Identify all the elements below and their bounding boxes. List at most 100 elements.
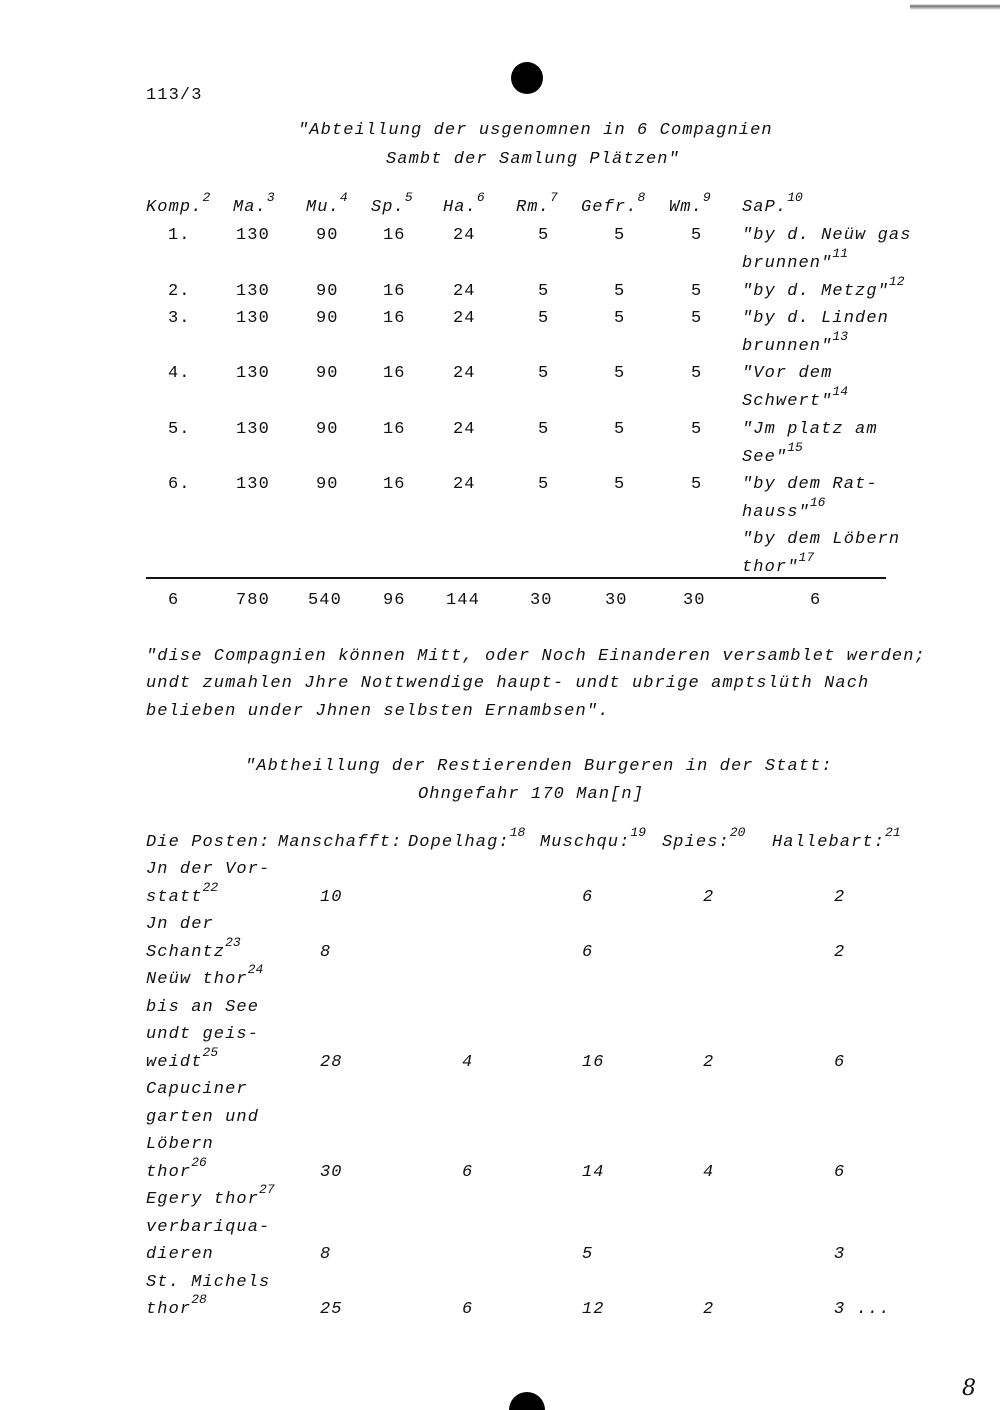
- table2-post-label: Jn der: [146, 913, 214, 937]
- table2-cell-text: 14: [582, 1162, 605, 1182]
- footnote-marker: 7: [549, 190, 558, 206]
- punch-hole-mark-bottom: [509, 1392, 545, 1410]
- table2-post-label: thor26: [146, 1156, 207, 1185]
- table1-cell: 16: [383, 418, 406, 442]
- table2-cell-text: 2: [703, 1300, 715, 1319]
- footnote-marker: 18: [509, 825, 526, 841]
- table1-place: "Jm platz am: [742, 418, 878, 442]
- table1-cell-text: 5: [538, 420, 550, 439]
- handwritten-page-number: 8: [962, 1376, 978, 1401]
- footnote-marker: 11: [832, 245, 849, 261]
- footnote-marker: 10: [787, 190, 803, 206]
- table1-cell: 5: [614, 473, 625, 497]
- table2-cell-text: 30: [320, 1162, 343, 1182]
- table1-cell: 5: [691, 473, 702, 497]
- table2-header-text: Manschafft:: [278, 833, 403, 852]
- table1-cell-text: 5: [614, 309, 626, 328]
- footnote-marker: 24: [247, 962, 264, 978]
- table1-place-text: "by d. Metzg": [742, 282, 889, 301]
- table2-post-label: statt22: [146, 881, 218, 910]
- table1-cell: 16: [383, 473, 406, 497]
- table2-cell: 6: [462, 1298, 473, 1322]
- table1-cell-text: 5: [614, 364, 626, 383]
- table2-post-label-text: statt: [146, 887, 203, 907]
- table2-cell: 4: [462, 1051, 473, 1075]
- table2-cell-text: 2: [703, 887, 715, 907]
- table1-total: 6: [810, 589, 821, 613]
- table2-cell: 6: [582, 941, 593, 965]
- table2-post-label-text: verbariqua-: [146, 1217, 271, 1237]
- footnote-marker: 2: [202, 190, 211, 206]
- table1-cell-text: 130: [236, 420, 270, 439]
- table2-header: Hallebart:21: [772, 826, 901, 855]
- table1-place: Schwert"14: [742, 385, 848, 414]
- table1-cell: 90: [316, 362, 339, 386]
- table2-post-label-text: undt geis-: [146, 1025, 260, 1044]
- footnote-marker: 5: [404, 190, 413, 206]
- table1-total-text: 144: [446, 591, 480, 610]
- table2-cell-text: 8: [320, 942, 332, 962]
- table2-header: Manschafft:: [278, 831, 402, 855]
- table2-cell: 6: [582, 886, 593, 910]
- table2-cell-text: 6: [834, 1052, 846, 1072]
- table1-header: SaP.10: [742, 191, 803, 220]
- table1-header-text: Komp.: [146, 198, 203, 217]
- table1-cell: 16: [383, 280, 406, 304]
- table2-header-text: Hallebart:: [772, 833, 886, 852]
- table1-cell: 16: [383, 362, 406, 386]
- footnote-marker: 27: [259, 1182, 275, 1198]
- table1-header-text: Wm.: [669, 198, 703, 217]
- table1-place-text: "Vor dem: [742, 364, 833, 383]
- table1-cell: 5: [614, 418, 625, 442]
- table1-cell-text: 16: [383, 309, 406, 328]
- table1-cell-text: 5: [538, 364, 550, 383]
- table1-total-text: 30: [530, 591, 553, 610]
- table1-total-text: 540: [308, 591, 342, 610]
- table2-cell: 6: [834, 1161, 845, 1185]
- table1-cell: 2.: [168, 280, 191, 304]
- table2-header: Muschqu:19: [540, 826, 646, 855]
- table2-post-label: verbariqua-: [146, 1216, 270, 1240]
- table1-cell: 6.: [168, 473, 191, 497]
- table1-cell-text: 24: [453, 226, 476, 245]
- table1-cell: 24: [453, 418, 476, 442]
- table1-place-text: thor": [742, 557, 799, 577]
- title1-line1: "Abteillung der usgenomnen in 6 Compagni…: [298, 121, 773, 140]
- table1-total: 30: [605, 589, 628, 613]
- table2-cell: 3: [834, 1243, 845, 1267]
- table2-header-text: Die Posten:: [146, 833, 271, 852]
- table1-cell-text: 5: [691, 226, 703, 245]
- table2-post-label-text: Jn der Vor-: [146, 860, 271, 879]
- paragraph-line3: belieben under Jhnen selbsten Ernambsen"…: [146, 702, 610, 721]
- table2-post-label: Egery thor27: [146, 1183, 275, 1212]
- table1-header: Sp.5: [371, 191, 413, 220]
- table1-place-text: "Jm platz am: [742, 420, 878, 439]
- table1-cell-text: 5: [538, 309, 550, 328]
- document-id: 113/3: [146, 86, 203, 105]
- table1-cell-text: 4.: [168, 364, 191, 383]
- totals-rule: [146, 577, 886, 579]
- table1-cell-text: 90: [316, 282, 339, 301]
- table2-post-label: Capuciner: [146, 1078, 248, 1102]
- table1-header: Rm.7: [516, 191, 558, 220]
- table1-cell: 5: [614, 362, 625, 386]
- title1-line2: Sambt der Samlung Plätzen": [386, 150, 680, 169]
- table1-cell-text: 5: [691, 364, 703, 383]
- table1-cell-text: 90: [316, 420, 339, 439]
- table2-cell-text: 6: [462, 1162, 474, 1182]
- table1-cell: 130: [236, 418, 270, 442]
- table1-cell-text: 5: [691, 420, 703, 439]
- table1-cell-text: 130: [236, 475, 270, 494]
- table2-cell: 2: [834, 941, 845, 965]
- table1-cell-text: 5: [614, 282, 626, 301]
- table1-cell-text: 24: [453, 420, 476, 439]
- table2-post-label-text: Löbern: [146, 1135, 214, 1154]
- table1-cell-text: 24: [453, 475, 476, 494]
- table2-post-label-text: Egery thor: [146, 1190, 260, 1209]
- table1-total: 30: [530, 589, 553, 613]
- table2-post-label-text: bis an See: [146, 997, 260, 1017]
- footnote-marker: 23: [225, 934, 241, 950]
- table1-place: "by d. Metzg"12: [742, 275, 905, 304]
- table1-header-text: Gefr.: [581, 198, 638, 217]
